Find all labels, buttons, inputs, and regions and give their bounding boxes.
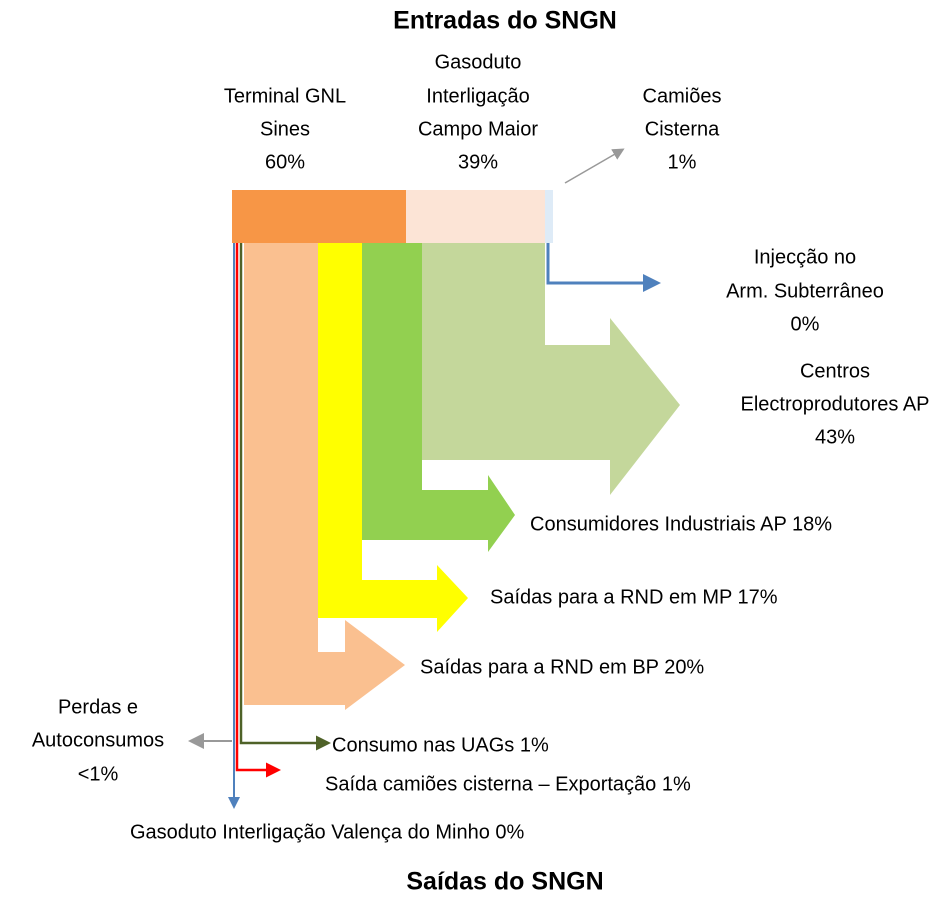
title: Entradas do SNGN — [393, 7, 617, 35]
share: 39% — [458, 151, 498, 173]
flow-industriais — [362, 243, 515, 552]
label: Saída camiões cisterna – Exportação 1% — [325, 773, 691, 795]
label: Consumidores Industriais AP 18% — [530, 513, 832, 535]
label: Arm. Subterrâneo — [726, 280, 884, 302]
arrow-camioes — [564, 148, 625, 184]
share: 43% — [815, 426, 855, 448]
label: Electroprodutores AP — [741, 393, 930, 415]
flow-exportacao — [235, 243, 281, 778]
label: Gasoduto — [435, 51, 522, 73]
label: Centros — [800, 360, 870, 382]
input-sines — [232, 190, 406, 243]
input-campo-maior — [406, 190, 545, 243]
label: Terminal GNL — [224, 85, 346, 107]
label: Cisterna — [645, 118, 720, 140]
share: 60% — [265, 151, 305, 173]
share: <1% — [78, 763, 119, 785]
flows — [188, 148, 680, 809]
label: Consumo nas UAGs 1% — [332, 734, 549, 756]
share: 0% — [791, 313, 820, 335]
flow-uags — [239, 243, 331, 751]
label: Saídas para a RND em MP 17% — [490, 586, 778, 608]
label: Sines — [260, 118, 310, 140]
flow-electroprodutores — [422, 243, 680, 495]
footer-title: Saídas do SNGN — [406, 868, 603, 896]
label: Interligação — [426, 85, 529, 107]
flow-rnd-bp — [244, 243, 405, 710]
label: Campo Maior — [418, 118, 538, 140]
flow-armazenamento — [546, 243, 661, 292]
label: Autoconsumos — [32, 729, 164, 751]
label: Perdas e — [58, 696, 138, 718]
flow-rnd-mp — [318, 243, 468, 632]
label: Gasoduto Interligação Valença do Minho 0… — [130, 821, 525, 843]
label: Injecção no — [754, 246, 856, 268]
label: Camiões — [643, 85, 722, 107]
share: 1% — [668, 151, 697, 173]
input-camioes — [545, 190, 553, 243]
label: Saídas para a RND em BP 20% — [420, 656, 704, 678]
